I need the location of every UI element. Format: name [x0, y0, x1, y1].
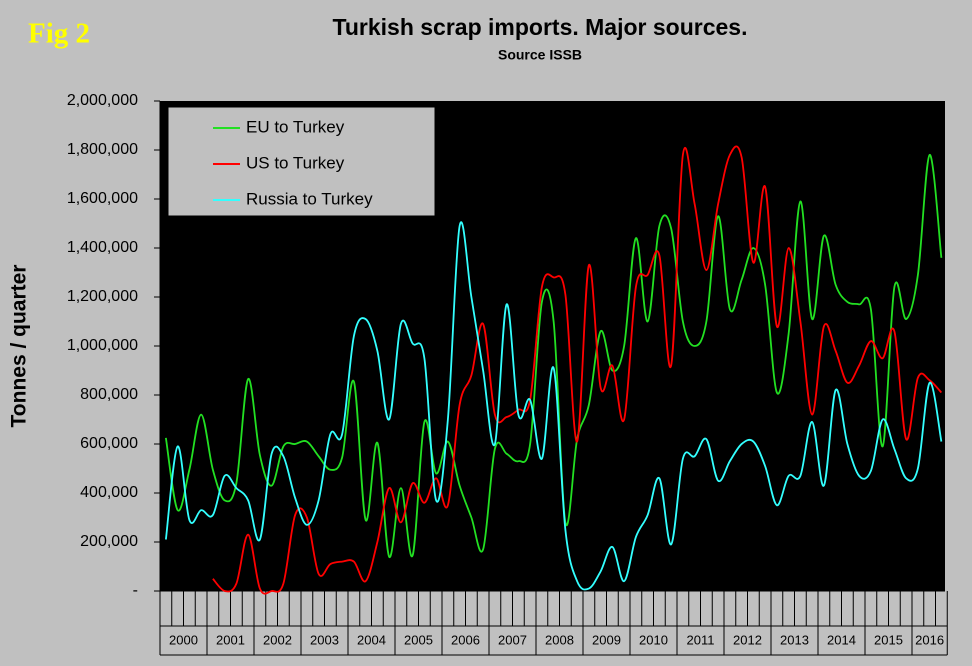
- chart-subtitle: Source ISSB: [498, 47, 582, 63]
- x-group-label: 2002: [263, 632, 292, 647]
- legend-label: EU to Turkey: [246, 117, 345, 136]
- legend-label: Russia to Turkey: [246, 189, 373, 208]
- y-tick-label: 2,000,000: [67, 92, 138, 109]
- y-tick-label: 800,000: [80, 386, 138, 403]
- legend-label: US to Turkey: [246, 153, 345, 172]
- x-group-label: 2011: [687, 632, 715, 647]
- x-group-label: 2003: [310, 632, 339, 647]
- x-group-label: 2010: [639, 632, 668, 647]
- x-group-label: 2014: [827, 632, 856, 647]
- x-group-label: 2000: [169, 632, 198, 647]
- y-tick-label: 1,400,000: [67, 239, 138, 256]
- y-tick-label: 1,000,000: [67, 337, 138, 354]
- series-line: [212, 145, 943, 595]
- y-tick-label: 1,200,000: [67, 288, 138, 305]
- y-tick-label: 1,800,000: [67, 141, 138, 158]
- x-group-label: 2006: [451, 632, 480, 647]
- figure-label: Fig 2: [28, 18, 90, 50]
- x-group-label: 2004: [357, 632, 386, 647]
- x-group-label: 2005: [404, 632, 433, 647]
- chart-title: Turkish scrap imports. Major sources.: [333, 14, 748, 40]
- x-group-label: 2013: [780, 632, 809, 647]
- y-tick-label: 1,600,000: [67, 190, 138, 207]
- y-axis-label: Tonnes / quarter: [8, 265, 31, 428]
- legend-box: [167, 106, 436, 217]
- x-group-label: 2001: [216, 632, 245, 647]
- y-tick-label: 400,000: [80, 484, 138, 501]
- x-group-label: 2015: [874, 632, 903, 647]
- x-group-label: 2007: [498, 632, 527, 647]
- y-tick-label: 600,000: [80, 435, 138, 452]
- x-group-label: 2012: [733, 632, 762, 647]
- y-tick-label: 200,000: [80, 533, 138, 550]
- x-group-label: 2009: [592, 632, 621, 647]
- y-tick-label: -: [133, 582, 138, 599]
- series-line: [164, 221, 943, 591]
- x-group-label: 2008: [545, 632, 574, 647]
- x-group-label: 2016: [915, 632, 944, 647]
